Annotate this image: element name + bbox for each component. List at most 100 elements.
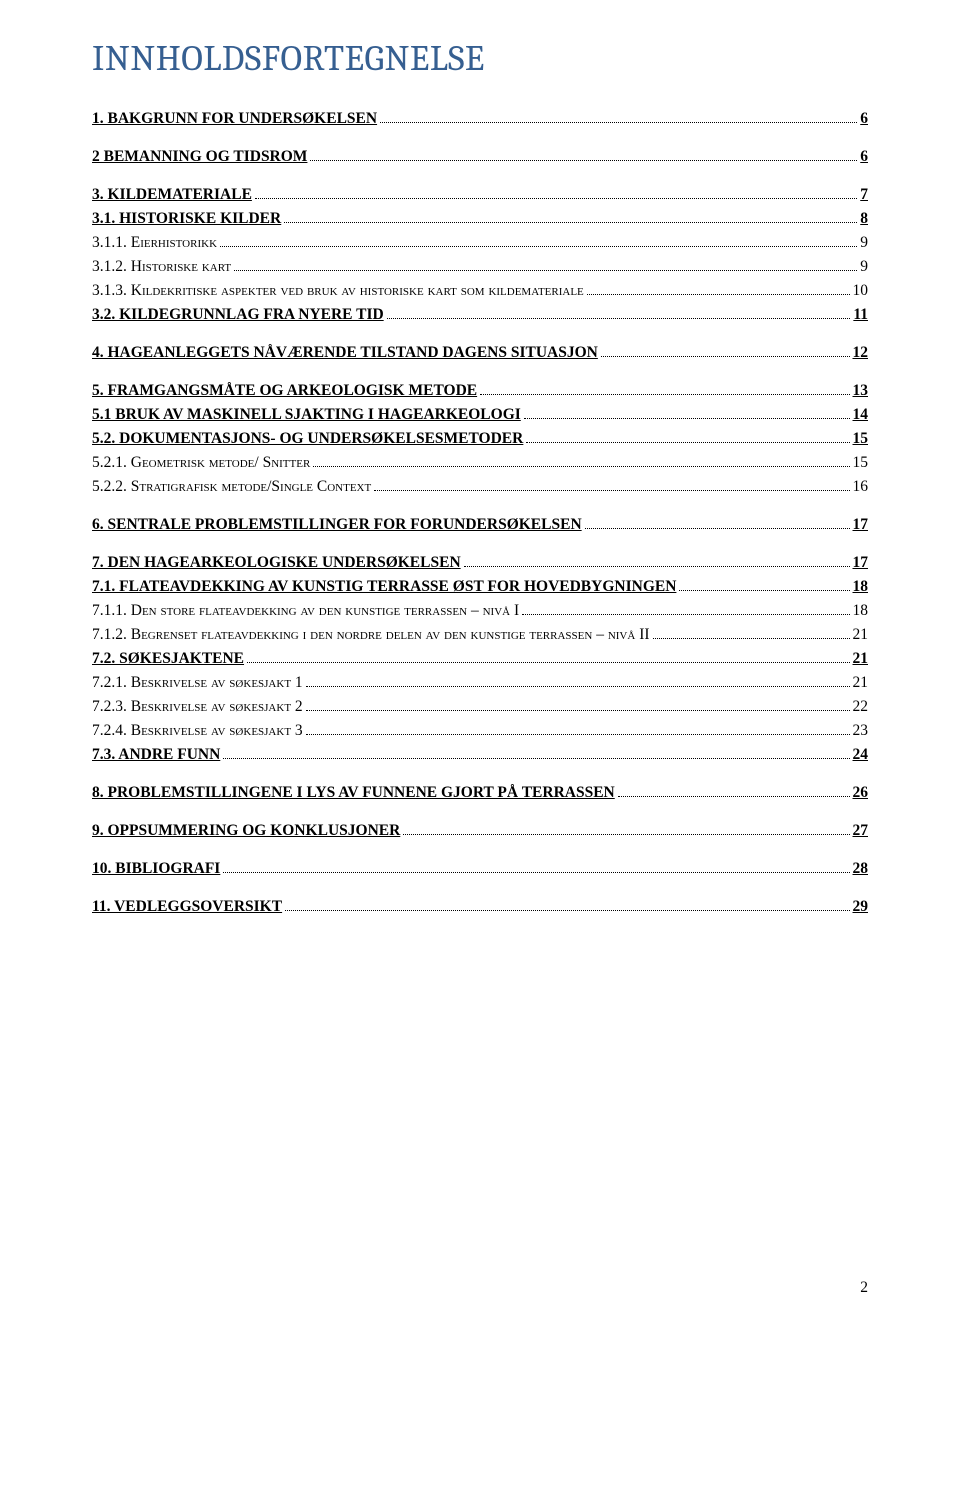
toc-entry: 3.1.1. Eierhistorikk 9 (92, 231, 868, 255)
toc-entry: 6. SENTRALE PROBLEMSTILLINGER FOR FORUND… (92, 513, 868, 537)
toc-leader-dots (306, 710, 850, 711)
toc-entry: 7.1. FLATEAVDEKKING AV KUNSTIG TERRASSE … (92, 575, 868, 599)
toc-leader-dots (313, 466, 849, 467)
toc-entry-page: 18 (853, 599, 869, 623)
toc-entry-label: 9. OPPSUMMERING OG KONKLUSJONER (92, 819, 400, 843)
toc-entry: 3.1. HISTORISKE KILDER 8 (92, 207, 868, 231)
toc-entry: 7.2.1. Beskrivelse av søkesjakt 121 (92, 671, 868, 695)
toc-entry-page: 17 (853, 551, 869, 575)
toc-entry: 11. VEDLEGGSOVERSIKT29 (92, 895, 868, 919)
toc-leader-dots (585, 528, 850, 529)
page-number: 2 (92, 1279, 868, 1297)
toc-entry-label: 5.1 BRUK AV MASKINELL SJAKTING I HAGEARK… (92, 403, 521, 427)
toc-entry-page: 11 (853, 303, 868, 327)
toc-entry-page: 23 (853, 719, 869, 743)
toc-entry-label: 5.2.2. Stratigrafisk metode/Single Conte… (92, 475, 371, 499)
toc-entry: 7. DEN HAGEARKEOLOGISKE UNDERSØKELSEN 17 (92, 551, 868, 575)
toc-entry: 3.1.2. Historiske kart 9 (92, 255, 868, 279)
toc-leader-dots (223, 872, 849, 873)
toc-entry-page: 26 (853, 781, 869, 805)
toc-entry-label: 3.1. HISTORISKE KILDER (92, 207, 281, 231)
toc-leader-dots (234, 270, 857, 271)
toc-leader-dots (306, 686, 850, 687)
toc-entry-page: 24 (853, 743, 869, 767)
toc-entry-page: 21 (853, 671, 869, 695)
toc-entry-page: 9 (860, 255, 868, 279)
toc-entry-label: 6. SENTRALE PROBLEMSTILLINGER FOR FORUND… (92, 513, 582, 537)
toc-entry-label: 7.1. FLATEAVDEKKING AV KUNSTIG TERRASSE … (92, 575, 676, 599)
toc-leader-dots (310, 160, 857, 161)
toc-entry-page: 15 (853, 451, 869, 475)
toc-entry-label: 7.2.4. Beskrivelse av søkesjakt 3 (92, 719, 303, 743)
toc-entry: 5.1 BRUK AV MASKINELL SJAKTING I HAGEARK… (92, 403, 868, 427)
toc-entry-page: 17 (853, 513, 869, 537)
toc-leader-dots (524, 418, 850, 419)
toc-entry-label: 1. BAKGRUNN FOR UNDERSØKELSEN (92, 107, 377, 131)
toc-leader-dots (618, 796, 850, 797)
toc-leader-dots (679, 590, 849, 591)
toc-entry: 5. FRAMGANGSMÅTE OG ARKEOLOGISK METODE13 (92, 379, 868, 403)
toc-entry: 3.2. KILDEGRUNNLAG FRA NYERE TID 11 (92, 303, 868, 327)
toc-entry-page: 21 (853, 623, 869, 647)
toc-entry: 8. PROBLEMSTILLINGENE I LYS AV FUNNENE G… (92, 781, 868, 805)
toc-entry: 7.3. ANDRE FUNN 24 (92, 743, 868, 767)
toc-entry-label: 2 BEMANNING OG TIDSROM (92, 145, 307, 169)
toc-entry: 4. HAGEANLEGGETS NÅVÆRENDE TILSTAND DAGE… (92, 341, 868, 365)
table-of-contents: 1. BAKGRUNN FOR UNDERSØKELSEN62 BEMANNIN… (92, 107, 868, 919)
toc-entry: 7.2.3. Beskrivelse av søkesjakt 222 (92, 695, 868, 719)
toc-entry-label: 7.1.2. Begrenset flateavdekking i den no… (92, 623, 650, 647)
toc-entry: 3.1.3. Kildekritiske aspekter ved bruk a… (92, 279, 868, 303)
toc-entry-page: 7 (860, 183, 868, 207)
toc-leader-dots (464, 566, 850, 567)
toc-entry-page: 21 (853, 647, 869, 671)
toc-entry-page: 12 (853, 341, 869, 365)
toc-entry-page: 18 (853, 575, 869, 599)
toc-entry-page: 15 (853, 427, 869, 451)
toc-entry-label: 3.1.2. Historiske kart (92, 255, 231, 279)
toc-leader-dots (284, 222, 857, 223)
toc-entry: 7.2.4. Beskrivelse av søkesjakt 3 23 (92, 719, 868, 743)
toc-leader-dots (223, 758, 849, 759)
toc-leader-dots (522, 614, 849, 615)
toc-entry-page: 16 (853, 475, 869, 499)
toc-entry-label: 5.2.1. Geometrisk metode/ Snitter (92, 451, 310, 475)
toc-entry: 5.2.2. Stratigrafisk metode/Single Conte… (92, 475, 868, 499)
toc-entry-label: 7.2. SØKESJAKTENE (92, 647, 244, 671)
toc-leader-dots (387, 318, 851, 319)
toc-leader-dots (247, 662, 849, 663)
toc-entry-page: 9 (860, 231, 868, 255)
toc-entry-page: 6 (860, 107, 868, 131)
toc-leader-dots (480, 394, 849, 395)
toc-entry-label: 4. HAGEANLEGGETS NÅVÆRENDE TILSTAND DAGE… (92, 341, 598, 365)
toc-entry: 2 BEMANNING OG TIDSROM 6 (92, 145, 868, 169)
toc-entry-label: 8. PROBLEMSTILLINGENE I LYS AV FUNNENE G… (92, 781, 615, 805)
toc-leader-dots (601, 356, 850, 357)
toc-entry: 7.1.2. Begrenset flateavdekking i den no… (92, 623, 868, 647)
toc-leader-dots (380, 122, 857, 123)
toc-leader-dots (653, 638, 850, 639)
toc-leader-dots (220, 246, 857, 247)
toc-leader-dots (526, 442, 849, 443)
toc-entry-page: 27 (853, 819, 869, 843)
toc-entry-page: 6 (860, 145, 868, 169)
toc-entry: 9. OPPSUMMERING OG KONKLUSJONER 27 (92, 819, 868, 843)
toc-entry-label: 3.1.1. Eierhistorikk (92, 231, 217, 255)
toc-entry-label: 7.2.3. Beskrivelse av søkesjakt 2 (92, 695, 303, 719)
toc-entry-label: 3. KILDEMATERIALE (92, 183, 252, 207)
toc-entry: 3. KILDEMATERIALE 7 (92, 183, 868, 207)
toc-entry-label: 3.1.3. Kildekritiske aspekter ved bruk a… (92, 279, 584, 303)
toc-entry-page: 8 (860, 207, 868, 231)
toc-leader-dots (374, 490, 849, 491)
page-title: INNHOLDSFORTEGNELSE (92, 38, 868, 79)
toc-entry-page: 10 (853, 279, 869, 303)
toc-entry-label: 7. DEN HAGEARKEOLOGISKE UNDERSØKELSEN (92, 551, 461, 575)
toc-entry-label: 3.2. KILDEGRUNNLAG FRA NYERE TID (92, 303, 384, 327)
toc-entry-page: 28 (853, 857, 869, 881)
toc-entry-label: 5.2. DOKUMENTASJONS- OG UNDERSØKELSESMET… (92, 427, 523, 451)
toc-entry: 7.2. SØKESJAKTENE 21 (92, 647, 868, 671)
toc-leader-dots (306, 734, 850, 735)
toc-entry-label: 10. BIBLIOGRAFI (92, 857, 220, 881)
toc-leader-dots (587, 294, 850, 295)
toc-entry-label: 7.3. ANDRE FUNN (92, 743, 220, 767)
toc-leader-dots (255, 198, 857, 199)
